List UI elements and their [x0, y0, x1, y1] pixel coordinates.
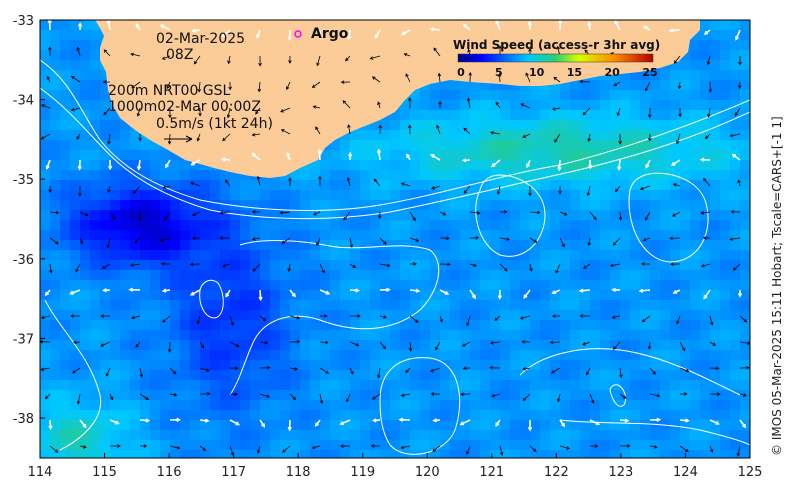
y-tick-label: -36 [13, 253, 34, 268]
y-tick-label: -33 [13, 14, 34, 29]
vector-scale-label: 0.5m/s (1kt 24h) [156, 116, 273, 132]
legend-tick-label: 15 [567, 66, 582, 79]
y-axis: -33 -34 -35 -36 -37 -38 [13, 14, 45, 427]
x-tick-label: 118 [286, 465, 311, 480]
colorbar-legend: Wind Speed (access-r 3hr avg) 0 5 10 15 20 25 [453, 38, 660, 79]
y-tick-label: -34 [13, 94, 34, 109]
legend-tick-label: 0 [457, 66, 465, 79]
map-frame [39, 19, 751, 459]
x-tick-label: 117 [221, 465, 246, 480]
x-tick-label: 123 [608, 465, 633, 480]
map-date: 02-Mar-2025 [156, 31, 245, 47]
x-tick-label: 122 [544, 465, 569, 480]
vector-scale-arrow-icon [164, 135, 193, 143]
argo-marker-icon [294, 30, 302, 38]
contours-line-2: 1000m02-Mar 00:00Z [108, 99, 261, 115]
legend-tick-label: 5 [495, 66, 503, 79]
legend-title: Wind Speed (access-r 3hr avg) [453, 38, 660, 52]
wind-vectors [40, 20, 750, 457]
argo-label: Argo [311, 26, 349, 42]
x-axis: 114 115 116 117 118 119 120 121 122 123 124 125 [28, 453, 763, 480]
x-tick-label: 124 [673, 465, 698, 480]
x-tick-label: 114 [28, 465, 53, 480]
x-tick-label: 121 [479, 465, 504, 480]
legend-tick-label: 25 [642, 66, 657, 79]
x-tick-label: 120 [415, 465, 440, 480]
y-tick-label: -37 [13, 332, 34, 347]
y-tick-label: -35 [13, 173, 34, 188]
credit-text: © IMOS 05-Mar-2025 15:11 Hobart; Tscale=… [770, 116, 784, 456]
x-tick-label: 119 [350, 465, 375, 480]
x-tick-label: 125 [738, 465, 763, 480]
y-tick-label: -38 [13, 412, 34, 427]
depth-contours [40, 59, 750, 455]
map-hour: 08Z [166, 47, 193, 63]
legend-tick-label: 10 [529, 66, 545, 79]
legend-tick-label: 20 [605, 66, 621, 79]
x-tick-label: 115 [92, 465, 117, 480]
colorbar [457, 53, 654, 63]
x-tick-label: 116 [157, 465, 182, 480]
contours-line-1: 200m NRT00 GSL [108, 83, 231, 99]
